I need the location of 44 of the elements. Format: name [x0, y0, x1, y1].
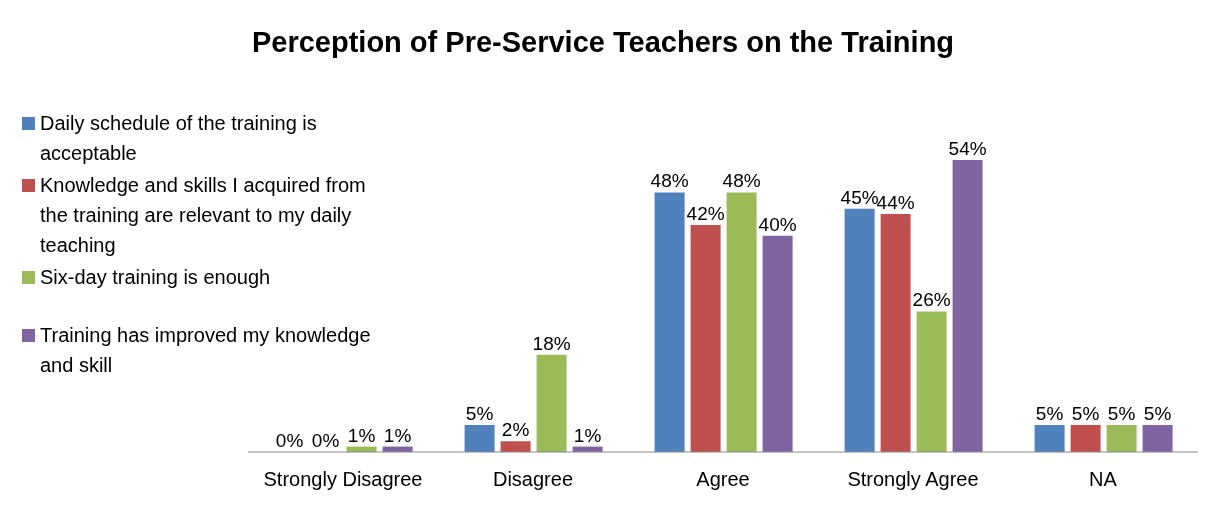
data-label: 0%: [275, 429, 304, 451]
bar: [762, 235, 793, 452]
x-tick-label: Strongly Agree: [847, 468, 979, 491]
bar: [654, 192, 685, 452]
data-label: 5%: [1107, 402, 1136, 424]
data-label: 54%: [948, 138, 987, 159]
bar: [844, 208, 875, 452]
legend-label: Six-day training is enough: [40, 265, 271, 290]
x-tick-label: NA: [1089, 468, 1118, 491]
bar: [1142, 424, 1173, 452]
data-label: 44%: [876, 192, 915, 214]
legend-label: Daily schedule of the training is acceptable: [40, 111, 318, 166]
bar: [1106, 424, 1137, 452]
bar: [952, 160, 983, 452]
bar: [726, 192, 757, 452]
data-label: 40%: [758, 213, 797, 235]
bar: [916, 311, 947, 452]
bar: [880, 214, 911, 452]
data-label: 5%: [1071, 402, 1100, 424]
data-label: 2%: [501, 419, 530, 441]
data-label: 5%: [465, 402, 494, 424]
chart-title: Perception of Pre-Service Teachers on the Training: [250, 26, 956, 59]
data-label: 1%: [573, 424, 602, 446]
legend-label: Training has improved my knowledge and skill: [40, 323, 372, 378]
data-label: 42%: [686, 202, 725, 224]
data-label: 5%: [1035, 402, 1064, 424]
data-label: 48%: [650, 170, 689, 192]
legend-label: Knowledge and skills I acquired from the training are relevant to my daily teaching: [40, 173, 367, 258]
x-tick-label: Disagree: [492, 468, 574, 491]
data-label: 1%: [347, 424, 376, 446]
x-tick-label: Agree: [696, 468, 750, 491]
data-label: 18%: [532, 332, 571, 354]
bar: [1070, 424, 1101, 452]
bar: [464, 424, 495, 452]
data-label: 26%: [912, 289, 951, 311]
data-label: 5%: [1143, 402, 1172, 424]
bar: [536, 354, 567, 452]
bar: [690, 224, 721, 452]
bar: [500, 441, 531, 452]
data-label: 0%: [311, 429, 340, 451]
data-label: 1%: [383, 424, 412, 446]
x-tick-label: Strongly Disagree: [263, 468, 423, 491]
bar: [1034, 424, 1065, 452]
data-label: 48%: [722, 170, 761, 192]
